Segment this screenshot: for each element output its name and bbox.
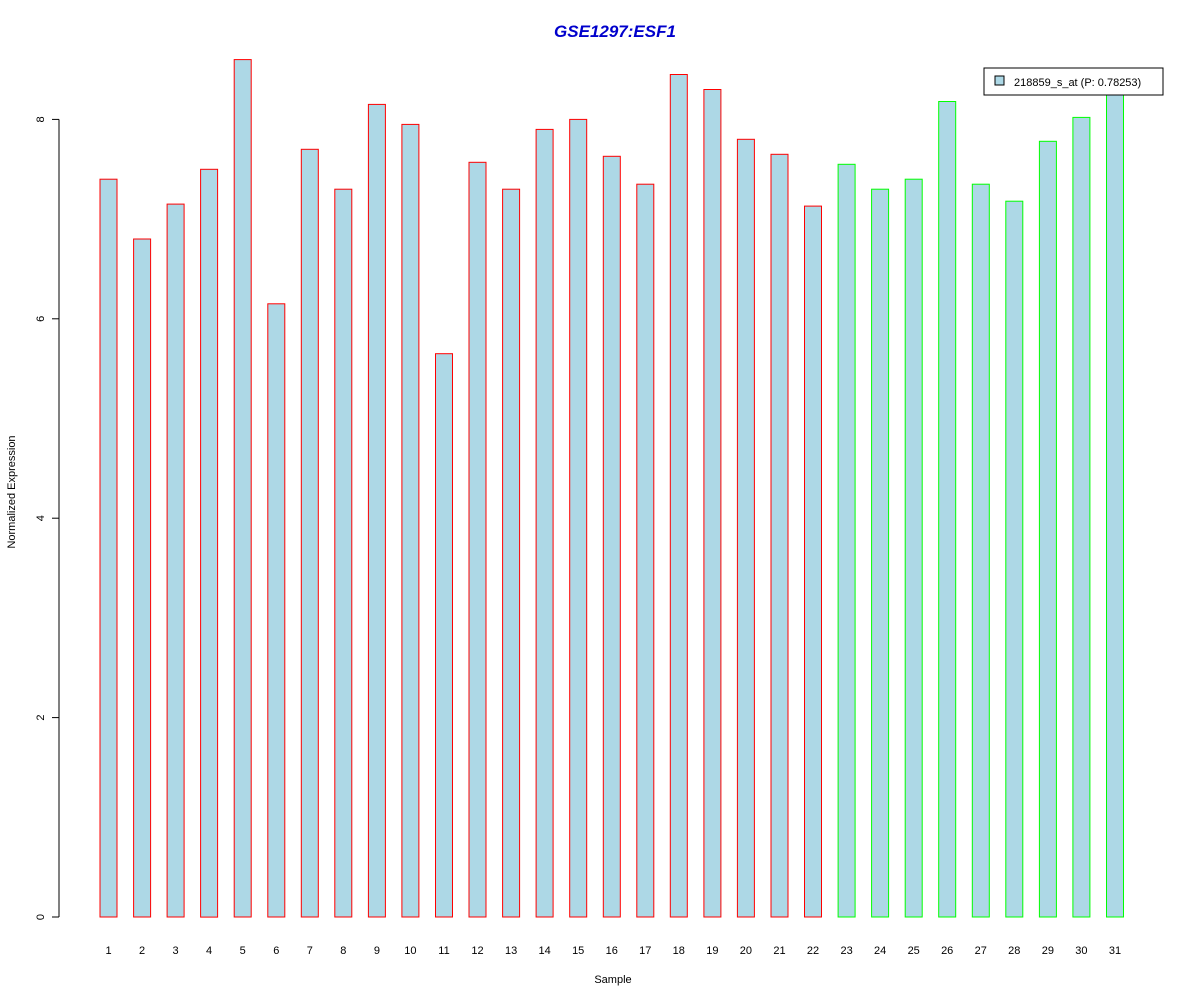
x-tick-label: 16 bbox=[606, 945, 618, 957]
x-tick-label: 4 bbox=[206, 945, 212, 957]
x-tick-label: 6 bbox=[273, 945, 279, 957]
legend: 218859_s_at (P: 0.78253) bbox=[983, 67, 1164, 96]
bar bbox=[468, 161, 487, 918]
x-tick-label: 1 bbox=[105, 945, 111, 957]
bar bbox=[636, 183, 655, 918]
y-axis: 0 2 4 6 8 bbox=[35, 116, 60, 920]
x-tick-label: 11 bbox=[438, 945, 449, 957]
x-tick-label: 22 bbox=[807, 945, 819, 957]
y-tick-label: 4 bbox=[35, 515, 47, 521]
x-tick-label: 15 bbox=[572, 945, 584, 957]
bar bbox=[602, 155, 621, 918]
x-tick-label: 13 bbox=[505, 945, 517, 957]
bar bbox=[502, 188, 521, 918]
x-tick-label: 10 bbox=[404, 945, 416, 957]
bar bbox=[334, 188, 353, 918]
bar bbox=[1106, 89, 1124, 918]
x-tick-label: 20 bbox=[740, 945, 752, 957]
x-tick-label: 2 bbox=[139, 945, 145, 957]
y-axis-label: Normalized Expression bbox=[6, 435, 18, 548]
x-tick-label: 9 bbox=[374, 945, 380, 957]
x-tick-label: 8 bbox=[340, 945, 346, 957]
bars-group bbox=[99, 59, 1124, 918]
x-axis-label: Sample bbox=[594, 974, 631, 986]
bar bbox=[938, 101, 957, 918]
x-tick-label: 21 bbox=[773, 945, 785, 957]
bar bbox=[401, 123, 420, 918]
x-tick-label: 17 bbox=[639, 945, 651, 957]
x-tick-label: 18 bbox=[673, 945, 685, 957]
x-tick-labels: 1 2 3 4 5 6 7 8 9 10 11 12 13 14 15 16 17 18 19 20 21 22 23 24 2… bbox=[105, 945, 1121, 957]
bar bbox=[1072, 116, 1091, 918]
bar bbox=[300, 148, 319, 918]
bar bbox=[770, 153, 789, 918]
legend-swatch bbox=[994, 75, 1005, 86]
bar bbox=[1038, 140, 1057, 918]
legend-label: 218859_s_at (P: 0.78253) bbox=[1014, 77, 1141, 89]
bar bbox=[703, 89, 722, 918]
x-tick-label: 14 bbox=[538, 945, 550, 957]
bar bbox=[837, 163, 856, 918]
x-tick-label: 5 bbox=[240, 945, 246, 957]
x-tick-label: 24 bbox=[874, 945, 886, 957]
bar bbox=[233, 59, 252, 918]
x-tick-label: 12 bbox=[471, 945, 483, 957]
bar bbox=[1005, 200, 1024, 918]
bar bbox=[367, 103, 386, 918]
y-tick-label: 0 bbox=[35, 914, 47, 920]
bar bbox=[535, 128, 554, 918]
x-tick-label: 31 bbox=[1109, 945, 1121, 957]
bar bbox=[133, 238, 152, 918]
x-tick-label: 27 bbox=[975, 945, 987, 957]
x-tick-label: 19 bbox=[706, 945, 718, 957]
x-tick-label: 26 bbox=[941, 945, 953, 957]
chart-title: GSE1297:ESF1 bbox=[554, 22, 676, 41]
y-tick-label: 6 bbox=[35, 316, 47, 322]
x-tick-label: 30 bbox=[1075, 945, 1087, 957]
legend-box bbox=[983, 67, 1164, 96]
x-tick-label: 25 bbox=[908, 945, 920, 957]
bar bbox=[904, 178, 923, 918]
bar bbox=[871, 188, 890, 918]
x-tick-label: 7 bbox=[307, 945, 313, 957]
x-tick-label: 23 bbox=[840, 945, 852, 957]
bar bbox=[669, 74, 688, 918]
y-tick-label: 8 bbox=[35, 116, 47, 122]
bar bbox=[200, 168, 219, 918]
x-tick-label: 3 bbox=[173, 945, 179, 957]
bar bbox=[166, 203, 185, 918]
bar bbox=[569, 118, 588, 918]
bar bbox=[267, 303, 286, 918]
x-tick-label: 29 bbox=[1042, 945, 1054, 957]
bar bbox=[736, 138, 755, 918]
bar bbox=[99, 178, 118, 918]
y-tick-label: 2 bbox=[35, 715, 47, 721]
bar bbox=[435, 353, 453, 918]
bar bbox=[804, 205, 822, 918]
bar bbox=[971, 183, 990, 918]
x-tick-label: 28 bbox=[1008, 945, 1020, 957]
